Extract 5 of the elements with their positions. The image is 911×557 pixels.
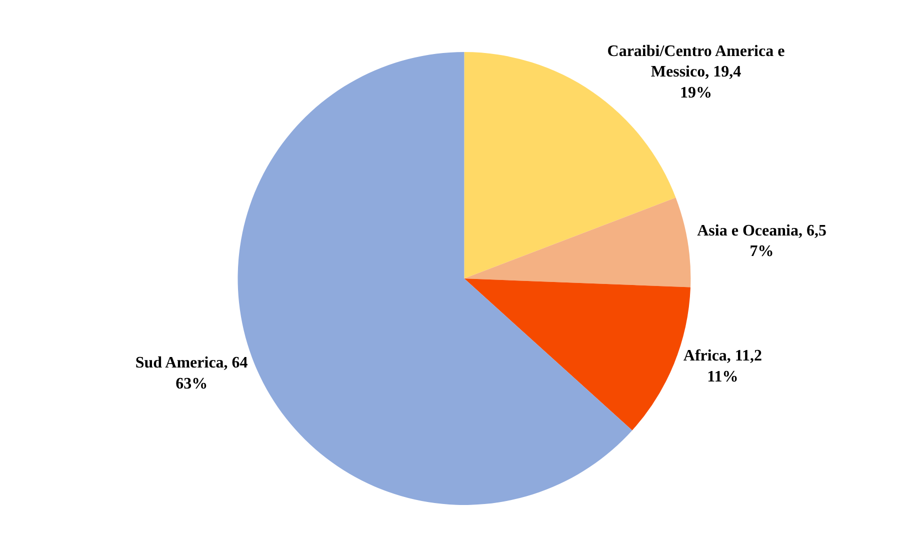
pie-slice — [464, 198, 690, 288]
slice-label: Asia e Oceania, 6,5 7% — [697, 222, 826, 260]
slice-label: Sud America, 64 63% — [135, 354, 248, 392]
slice-label: Africa, 11,2 11% — [683, 348, 762, 386]
slice-label: Caraibi/Centro America e Messico, 19,4 19% — [607, 42, 785, 102]
